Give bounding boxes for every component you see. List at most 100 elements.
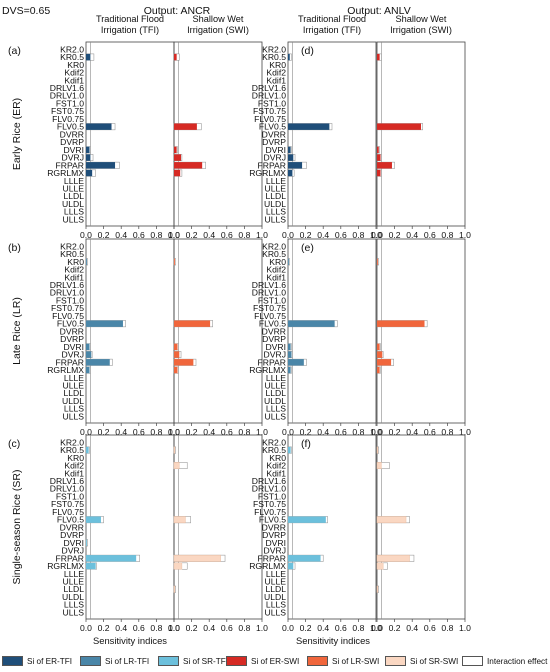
category-label: DVRP [262,530,286,540]
x-tick-label: 0.2 [300,427,312,437]
category-label: FRPAR [258,357,287,367]
category-label: DVRP [262,334,286,344]
x-tick-label: 0.4 [115,623,127,633]
x-tick-label: 1.0 [256,623,268,633]
x-tick-label: 1.0 [168,623,180,633]
x-tick-label: 0.6 [133,623,145,633]
legend-item: Interaction effect [462,655,547,667]
si-bar [86,359,110,366]
x-tick-label: 0.8 [441,230,453,240]
x-tick-label: 0.6 [133,427,145,437]
si-bar [86,562,96,570]
plot-frame-swi [376,238,466,424]
si-bar [377,154,381,161]
category-label: ULLS [63,214,85,224]
si-bar [173,446,176,454]
category-label: Kdif1 [64,75,84,85]
x-tick-label: 0.6 [424,623,436,633]
category-label: FLV0.5 [57,122,84,132]
category-label: RGRLMX [249,365,286,375]
category-label: DVRI [265,145,286,155]
x-tick-label: 0.4 [115,230,127,240]
legend-swatch [2,656,23,666]
si-bar [174,154,182,161]
x-tick-label: 0.6 [424,427,436,437]
category-label: Kdif2 [266,265,286,275]
category-label: FRPAR [258,160,287,170]
si-bar [376,585,379,593]
si-bar [174,366,178,374]
category-label: LLLS [64,600,84,610]
si-bar [173,462,180,469]
category-label: ULDL [62,396,84,406]
si-bar [174,53,177,61]
legend-swatch [462,656,483,666]
category-label: DVRR [262,326,286,336]
x-tick-label: 0.4 [115,427,127,437]
category-label: DRLV1.6 [50,83,84,93]
category-label: DVRJ [264,546,286,556]
category-label: FRPAR [258,553,287,563]
column-title-tfi: Irrigation (TFI) [101,25,159,35]
category-label: DVRJ [62,546,84,556]
x-tick-label: 0.6 [133,230,145,240]
x-tick-label: 0.0 [371,623,383,633]
category-label: DVRJ [62,153,84,163]
legend-swatch [307,656,328,666]
si-bar [288,351,292,358]
si-bar [377,53,380,61]
x-tick-label: 0.6 [221,230,233,240]
category-label: ULLS [265,214,287,224]
x-tick-label: 0.8 [150,623,162,633]
si-bar [288,562,294,570]
x-tick-label: 1.0 [370,427,382,437]
category-label: KR0.5 [60,445,84,455]
legend-item: Si of ER-TFI [2,655,72,667]
x-tick-label: 0.8 [238,230,250,240]
category-label: Kdif1 [266,272,286,282]
si-bar [86,555,137,562]
category-label: KR0 [269,257,286,267]
legend-label: Si of ER-SWI [251,656,300,666]
si-bar [377,320,425,327]
category-label: ULDL [62,199,84,209]
x-tick-label: 0.8 [150,230,162,240]
si-bar [174,123,197,130]
si-bar [174,359,194,366]
si-bar [174,258,175,266]
si-bar [288,516,326,523]
category-label: FLV0.5 [57,319,84,329]
category-label: LLDL [265,584,286,594]
category-label: DVRP [60,334,84,344]
x-tick-label: 0.4 [203,427,215,437]
category-label: DRLV1.6 [252,280,286,290]
si-bar [288,343,291,351]
category-label: KR0 [67,453,84,463]
x-tick-label: 0.6 [424,230,436,240]
category-label: FRPAR [56,357,85,367]
column-title-swi: Shallow Wet [193,14,244,24]
category-label: FST1.0 [56,295,84,305]
x-tick-label: 0.2 [389,427,401,437]
category-label: KR2.0 [60,437,84,447]
x-tick-label: 1.0 [256,427,268,437]
category-label: DVRR [60,522,84,532]
category-label: RGRLMX [47,365,84,375]
column-title-swi: Shallow Wet [396,14,447,24]
x-tick-label: 0.2 [186,230,198,240]
category-label: DRLV1.6 [252,83,286,93]
category-label: ULLE [265,577,287,587]
x-tick-label: 0.0 [80,623,92,633]
category-label: LLDL [63,584,84,594]
x-tick-label: 0.2 [389,623,401,633]
category-label: DVRI [63,145,84,155]
category-label: DVRI [63,538,84,548]
category-label: FST0.75 [253,499,286,509]
category-label: Kdif2 [266,68,286,78]
category-label: LLLE [64,569,84,579]
category-label: FLV0.5 [259,122,286,132]
x-tick-label: 0.6 [221,623,233,633]
x-tick-label: 0.8 [238,427,250,437]
panel-label: (a) [8,45,21,57]
category-label: KR0 [67,60,84,70]
